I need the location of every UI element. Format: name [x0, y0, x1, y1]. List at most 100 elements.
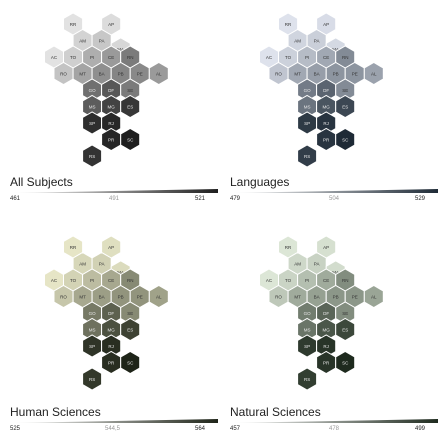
hex-label-ce: CE [323, 278, 329, 283]
hex-label-pr: PR [323, 361, 330, 366]
hex-cell-sc [120, 350, 141, 375]
hex-cell-rj [101, 111, 122, 135]
hex-cell-sc [335, 127, 356, 152]
legend-bar [230, 419, 438, 423]
hex-label-rs: RS [304, 154, 310, 159]
hex-cell-al [363, 284, 384, 309]
hex-label-pe: PE [137, 72, 143, 77]
legend-mid: 504 [329, 196, 340, 202]
hex-label-pa: PA [314, 262, 320, 267]
hex-label-pb: PB [118, 295, 124, 300]
hex-cell-rs [82, 367, 103, 391]
hex-label-rn: RN [127, 55, 134, 60]
panel-title: All Subjects [10, 175, 73, 189]
hex-label-df: DF [108, 88, 114, 93]
legend-min: 479 [230, 196, 241, 202]
hex-label-pi: PI [90, 55, 94, 60]
hex-label-to: TO [70, 55, 77, 60]
hex-label-df: DF [323, 311, 329, 316]
hex-label-go: GO [89, 88, 97, 93]
hex-label-ap: AP [108, 22, 114, 27]
hex-label-se: SE [127, 88, 133, 93]
legend-max: 521 [195, 196, 206, 202]
hex-cell-rj [316, 111, 337, 135]
hex-label-ms: MS [304, 328, 311, 333]
hex-label-rj: RJ [108, 121, 114, 126]
hex-label-rr: RR [70, 22, 77, 27]
hex-label-pa: PA [99, 39, 105, 44]
legend-bar [10, 189, 218, 193]
hex-label-rn: RN [342, 278, 349, 283]
hex-label-rj: RJ [108, 344, 114, 349]
hex-label-pb: PB [333, 72, 339, 77]
hexmap-all-subjects: RR AP AM PA MA AC TO PI CE RN RO MT BA PB PE AL GO DF SE MS… [44, 12, 169, 168]
hex-label-ap: AP [108, 245, 114, 250]
legend-bar [230, 189, 438, 193]
hex-cell-es [120, 94, 141, 119]
hex-label-ba: BA [314, 295, 320, 300]
hex-label-ce: CE [108, 55, 114, 60]
hex-cell-es [335, 317, 356, 342]
legend-mid: 478 [329, 426, 340, 432]
hex-label-es: ES [127, 328, 133, 333]
hex-label-rr: RR [70, 245, 77, 250]
legend-max: 564 [195, 426, 206, 432]
panel-title: Languages [230, 175, 290, 189]
hex-label-am: AM [79, 262, 86, 267]
hex-cell-rs [297, 144, 318, 168]
hex-label-rj: RJ [323, 344, 329, 349]
hex-label-ac: AC [266, 278, 273, 283]
hex-label-rn: RN [342, 55, 349, 60]
hex-label-ba: BA [99, 72, 105, 77]
hex-label-se: SE [342, 88, 348, 93]
hex-label-ms: MS [89, 105, 96, 110]
hex-cell-al [363, 61, 384, 86]
legend-mid: 544,5 [105, 426, 121, 432]
legend-mid: 491 [109, 196, 120, 202]
hex-label-df: DF [108, 311, 114, 316]
legend-max: 529 [415, 196, 426, 202]
hex-label-pi: PI [90, 278, 94, 283]
hex-label-rj: RJ [323, 121, 329, 126]
hex-label-se: SE [342, 311, 348, 316]
hex-label-pr: PR [108, 138, 115, 143]
hex-label-rr: RR [285, 22, 292, 27]
hex-label-go: GO [304, 311, 312, 316]
hex-cell-rs [297, 367, 318, 391]
hex-label-am: AM [294, 39, 301, 44]
hex-label-mt: MT [79, 295, 86, 300]
hex-label-ba: BA [99, 295, 105, 300]
legend-min: 461 [10, 196, 21, 202]
hex-label-rs: RS [89, 154, 95, 159]
hex-label-rr: RR [285, 245, 292, 250]
hex-label-go: GO [304, 88, 312, 93]
hex-label-sc: SC [342, 138, 349, 143]
hex-cell-es [335, 94, 356, 119]
hex-label-ms: MS [89, 328, 96, 333]
hex-label-rn: RN [127, 278, 134, 283]
hex-label-al: AL [156, 72, 162, 77]
hex-label-ac: AC [51, 278, 58, 283]
hex-label-to: TO [285, 55, 292, 60]
hex-label-ma: MA [117, 270, 124, 275]
hex-label-pa: PA [314, 39, 320, 44]
hex-label-al: AL [156, 295, 162, 300]
hexmap-natural-sciences: RR AP AM PA MA AC TO PI CE RN RO MT BA PB PE AL GO DF SE MS… [259, 235, 384, 391]
hex-cell-se [335, 301, 356, 325]
hex-label-al: AL [371, 72, 377, 77]
hex-cell-sc [335, 350, 356, 375]
hexmap-human-sciences: RR AP AM PA MA AC TO PI CE RN RO MT BA PB PE AL GO DF SE MS… [44, 235, 169, 391]
hex-label-to: TO [285, 278, 292, 283]
hex-label-am: AM [294, 262, 301, 267]
hex-label-sc: SC [127, 138, 134, 143]
hex-label-pe: PE [352, 295, 358, 300]
hex-label-am: AM [79, 39, 86, 44]
hex-label-ma: MA [332, 47, 339, 52]
hex-cell-es [120, 317, 141, 342]
hex-label-ms: MS [304, 105, 311, 110]
hex-label-mg: MG [323, 105, 331, 110]
hex-label-to: TO [70, 278, 77, 283]
hex-label-al: AL [371, 295, 377, 300]
hex-label-pr: PR [108, 361, 115, 366]
hex-label-es: ES [127, 105, 133, 110]
